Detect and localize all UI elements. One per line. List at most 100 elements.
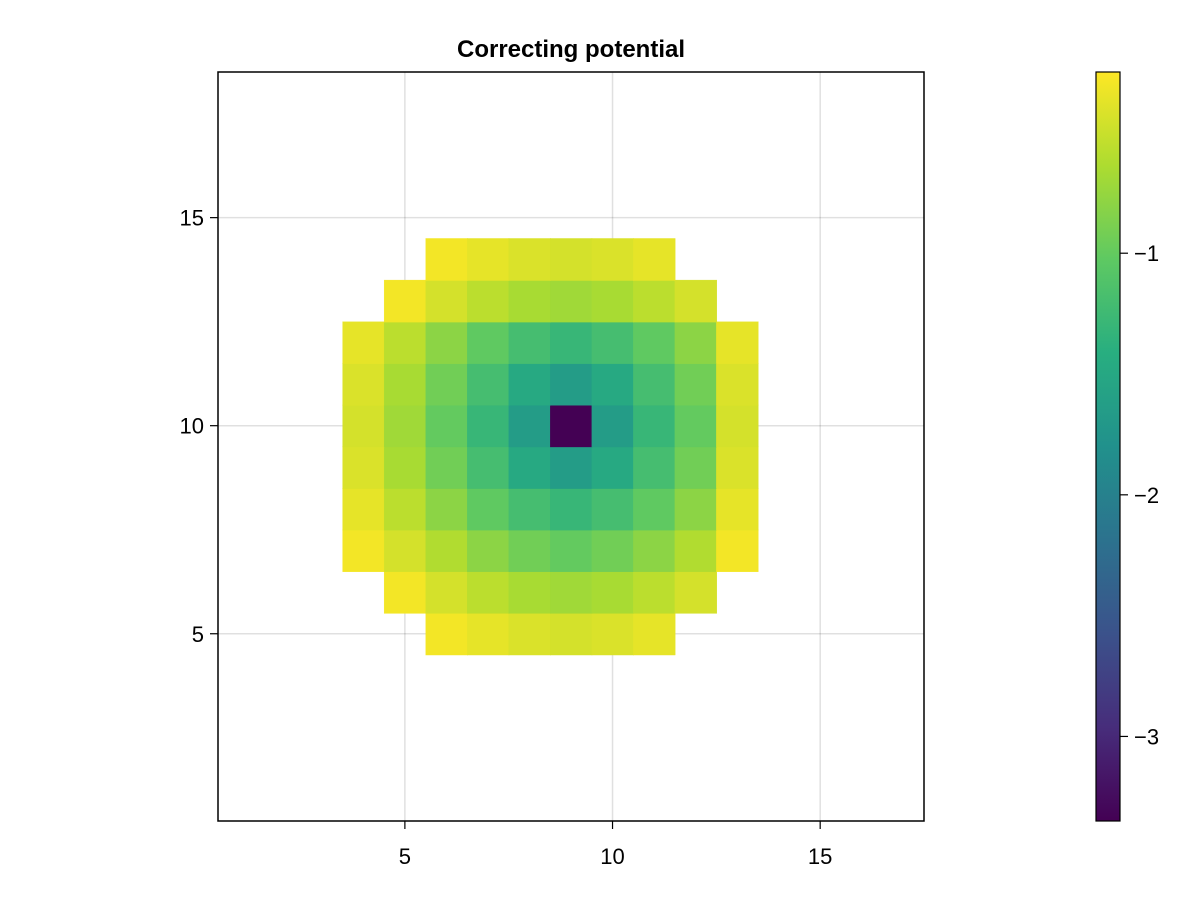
heatmap-cell (383, 404, 427, 448)
heatmap-cell (633, 279, 676, 323)
x-axis: 5 10 15 (399, 821, 832, 869)
heatmap-cell (467, 571, 510, 614)
heatmap-cell (508, 363, 551, 406)
heatmap-cell (467, 404, 510, 448)
heatmap-cell (633, 363, 676, 406)
heatmap-cell (508, 612, 551, 656)
heatmap-cell (550, 321, 593, 364)
colorbar-ticks: −1 −2 −3 (1120, 241, 1159, 749)
heatmap-cell (508, 529, 551, 572)
heatmap-cell (425, 612, 468, 656)
heatmap-cell (342, 529, 385, 572)
heatmap-cell (716, 321, 759, 364)
heatmap-cell (591, 571, 634, 614)
heatmap-cell (591, 487, 634, 531)
heatmap-cell (674, 321, 718, 364)
heatmap-cell (674, 571, 718, 614)
heatmap-cell (674, 279, 718, 323)
heatmap-cell (342, 363, 385, 406)
heatmap-cell (591, 363, 634, 406)
heatmap-cell (674, 487, 718, 531)
heatmap-cell (633, 321, 676, 364)
colorbar-tick-label: −1 (1134, 241, 1159, 266)
colorbar: −1 −2 −3 (1095, 71, 1159, 822)
heatmap-cell (467, 446, 510, 489)
heatmap-cell (633, 571, 676, 614)
heatmap-cell (467, 238, 510, 281)
heatmap-cell (467, 363, 510, 406)
heatmap-cell (342, 446, 385, 489)
heatmap-cell (591, 404, 634, 448)
heatmap-cell (716, 529, 759, 572)
heatmap-cell (508, 321, 551, 364)
y-tick-label: 5 (192, 622, 204, 647)
heatmap-cell (550, 612, 593, 656)
heatmap-cell (425, 446, 468, 489)
heatmap-cell (633, 487, 676, 531)
heatmap-cell (633, 238, 676, 281)
y-tick-label: 10 (180, 414, 204, 439)
heatmap-cell (716, 487, 759, 531)
heatmap-cell (508, 446, 551, 489)
heatmap-cell (467, 279, 510, 323)
heatmap-cell (550, 571, 593, 614)
heatmap-cell (550, 404, 593, 448)
heatmap-cell (425, 487, 468, 531)
heatmap-cells (342, 238, 759, 656)
heatmap-cell (550, 487, 593, 531)
heatmap-cell (633, 446, 676, 489)
plot-frame (217, 71, 925, 822)
heatmap-cell (550, 446, 593, 489)
heatmap-cell (591, 446, 634, 489)
heatmap-cell (716, 363, 759, 406)
heatmap-cell (591, 238, 634, 281)
heatmap-cell (508, 404, 551, 448)
heatmap-cell (550, 363, 593, 406)
heatmap-cell (591, 279, 634, 323)
heatmap-cell (467, 529, 510, 572)
x-tick-label: 15 (808, 844, 832, 869)
heatmap-cell (425, 529, 468, 572)
heatmap-cell (342, 487, 385, 531)
heatmap-cell (425, 404, 468, 448)
heatmap-cell (550, 529, 593, 572)
y-tick-label: 15 (180, 206, 204, 231)
heatmap-cell (383, 529, 427, 572)
heatmap-cell (674, 446, 718, 489)
heatmap-cell (383, 487, 427, 531)
heatmap-cell (591, 612, 634, 656)
heatmap-cell (674, 404, 718, 448)
heatmap-cell (383, 571, 427, 614)
heatmap-cell (716, 404, 759, 448)
heatmap-cell (674, 529, 718, 572)
heatmap-cell (550, 279, 593, 323)
chart-title: Correcting potential (457, 36, 685, 63)
heatmap-cell (633, 529, 676, 572)
heatmap-cell (342, 321, 385, 364)
heatmap-cell (508, 238, 551, 281)
heatmap-cell (633, 612, 676, 656)
heatmap-cell (591, 529, 634, 572)
heatmap-cell (383, 446, 427, 489)
heatmap-cell (383, 363, 427, 406)
colorbar-tick-label: −2 (1134, 483, 1159, 508)
heatmap-cell (425, 321, 468, 364)
heatmap-cell (591, 321, 634, 364)
heatmap-cell (674, 363, 718, 406)
heatmap-cell (467, 321, 510, 364)
heatmap-cell (716, 446, 759, 489)
heatmap-cell (508, 279, 551, 323)
heatmap-cell (467, 487, 510, 531)
heatmap-cell (508, 487, 551, 531)
heatmap-cell (342, 404, 385, 448)
y-axis: 5 10 15 (180, 206, 218, 647)
heatmap-cell (425, 363, 468, 406)
heatmap-cell (383, 321, 427, 364)
heatmap-cell (425, 571, 468, 614)
x-tick-label: 10 (600, 844, 624, 869)
heatmap-cell (425, 238, 468, 281)
x-tick-label: 5 (399, 844, 411, 869)
heatmap-cell (425, 279, 468, 323)
colorbar-gradient (1095, 71, 1121, 822)
